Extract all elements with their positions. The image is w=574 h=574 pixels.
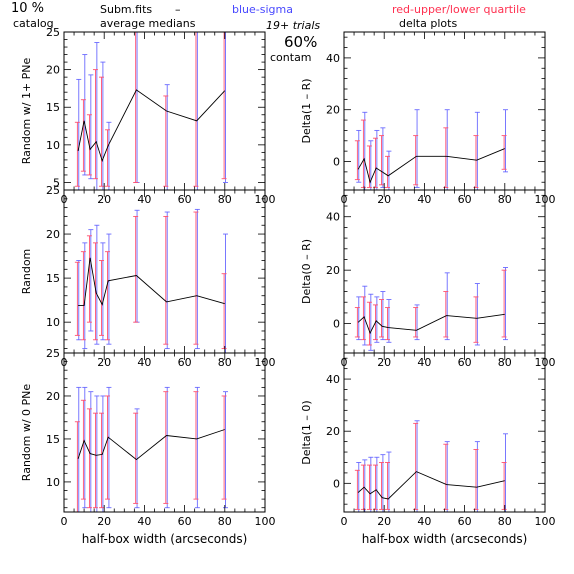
x-tick-label: 60 (178, 515, 192, 528)
x-tick-label: 40 (137, 356, 151, 369)
x-tick-label: 100 (535, 515, 556, 528)
y-tick-label: 20 (46, 228, 60, 241)
y-tick-label: 40 (326, 211, 340, 224)
x-tick-label: 80 (218, 515, 232, 528)
x-tick-label: 60 (458, 356, 472, 369)
panel-right-bot: 0 20 40 60 80 100 0 20 40 Delta(1 – 0) half-box wi… (300, 352, 556, 546)
x-tick-label: 80 (498, 193, 512, 206)
y-axis-label: Delta(1 – 0) (300, 400, 313, 464)
x-tick-label: 60 (458, 515, 472, 528)
y-tick-label: 15 (46, 101, 60, 114)
x-tick-label: 100 (255, 515, 276, 528)
x-tick-label: 60 (458, 193, 472, 206)
x-tick-label: 80 (498, 515, 512, 528)
x-tick-label: 0 (61, 515, 68, 528)
x-axis-label: half-box width (arcseconds) (362, 532, 528, 546)
median-line (357, 471, 505, 500)
x-tick-label: 40 (417, 193, 431, 206)
y-axis-label: Random w/ 1+ PNe (20, 57, 33, 164)
x-tick-label: 20 (97, 515, 111, 528)
y-tick-label: 5 (53, 176, 60, 189)
y-tick-label: 0 (333, 156, 340, 169)
x-tick-label: 80 (218, 193, 232, 206)
x-tick-label: 0 (341, 515, 348, 528)
y-tick-label: 15 (46, 433, 60, 446)
y-axis-label: Random (20, 249, 33, 295)
header-percent: 10 % (11, 1, 45, 16)
y-tick-label: 25 (46, 26, 60, 39)
y-axis-label: Delta(0 – R) (300, 239, 313, 304)
x-tick-label: 20 (97, 356, 111, 369)
y-tick-label: 20 (326, 104, 340, 117)
x-tick-label: 20 (377, 515, 391, 528)
median-line (357, 313, 505, 335)
median-line (77, 89, 226, 163)
median-line (77, 429, 225, 461)
y-tick-label: 25 (46, 184, 60, 197)
plot-frame (343, 352, 546, 513)
y-tick-label: 25 (46, 347, 60, 360)
x-tick-label: 60 (178, 193, 192, 206)
y-tick-label: 40 (326, 373, 340, 386)
header-catalog: catalog (13, 17, 54, 30)
y-tick-label: 0 (333, 477, 340, 490)
y-tick-label: 10 (46, 316, 60, 329)
plot-frame (63, 352, 266, 513)
y-tick-label: 20 (46, 64, 60, 77)
header-blue-sigma: blue-sigma (232, 3, 293, 16)
x-tick-label: 20 (97, 193, 111, 206)
header-contam: contam (270, 51, 312, 64)
y-tick-label: 20 (326, 264, 340, 277)
y-tick-label: 20 (46, 390, 60, 403)
header-dash: – (175, 3, 181, 16)
x-tick-label: 20 (377, 193, 391, 206)
y-axis-label: Delta(1 – R) (300, 78, 313, 143)
y-tick-label: 10 (46, 476, 60, 489)
header-file: Subm.fits (100, 3, 153, 16)
plot-frame (343, 31, 546, 191)
header-delta-plots: delta plots (399, 17, 458, 30)
median-line (357, 148, 505, 184)
header-red-quartile: red-upper/lower quartile (392, 3, 526, 16)
x-tick-label: 40 (417, 356, 431, 369)
header-trials: 19+ trials (266, 19, 321, 32)
x-tick-label: 80 (218, 356, 232, 369)
x-tick-label: 80 (498, 356, 512, 369)
x-axis-label: half-box width (arcseconds) (82, 532, 248, 546)
header-contam-percent: 60% (284, 33, 318, 51)
y-tick-label: 15 (46, 272, 60, 285)
y-axis-label: Random w/ 0 PNe (20, 384, 33, 482)
y-tick-label: 0 (333, 318, 340, 331)
header-average: average medians (100, 17, 196, 30)
y-tick-label: 10 (46, 139, 60, 152)
y-tick-label: 40 (326, 52, 340, 65)
plot-frame (63, 31, 266, 191)
x-tick-label: 60 (178, 356, 192, 369)
x-tick-label: 40 (137, 193, 151, 206)
median-line (78, 257, 225, 306)
x-tick-label: 40 (417, 515, 431, 528)
plot-frame (343, 189, 546, 354)
panel-left-bot: 0 20 40 60 80 100 10 15 20 25 Random w/ 0 PNe half-… (20, 347, 276, 546)
y-tick-label: 20 (326, 425, 340, 438)
x-tick-label: 20 (377, 356, 391, 369)
x-tick-label: 40 (137, 515, 151, 528)
plot-frame (63, 189, 266, 354)
